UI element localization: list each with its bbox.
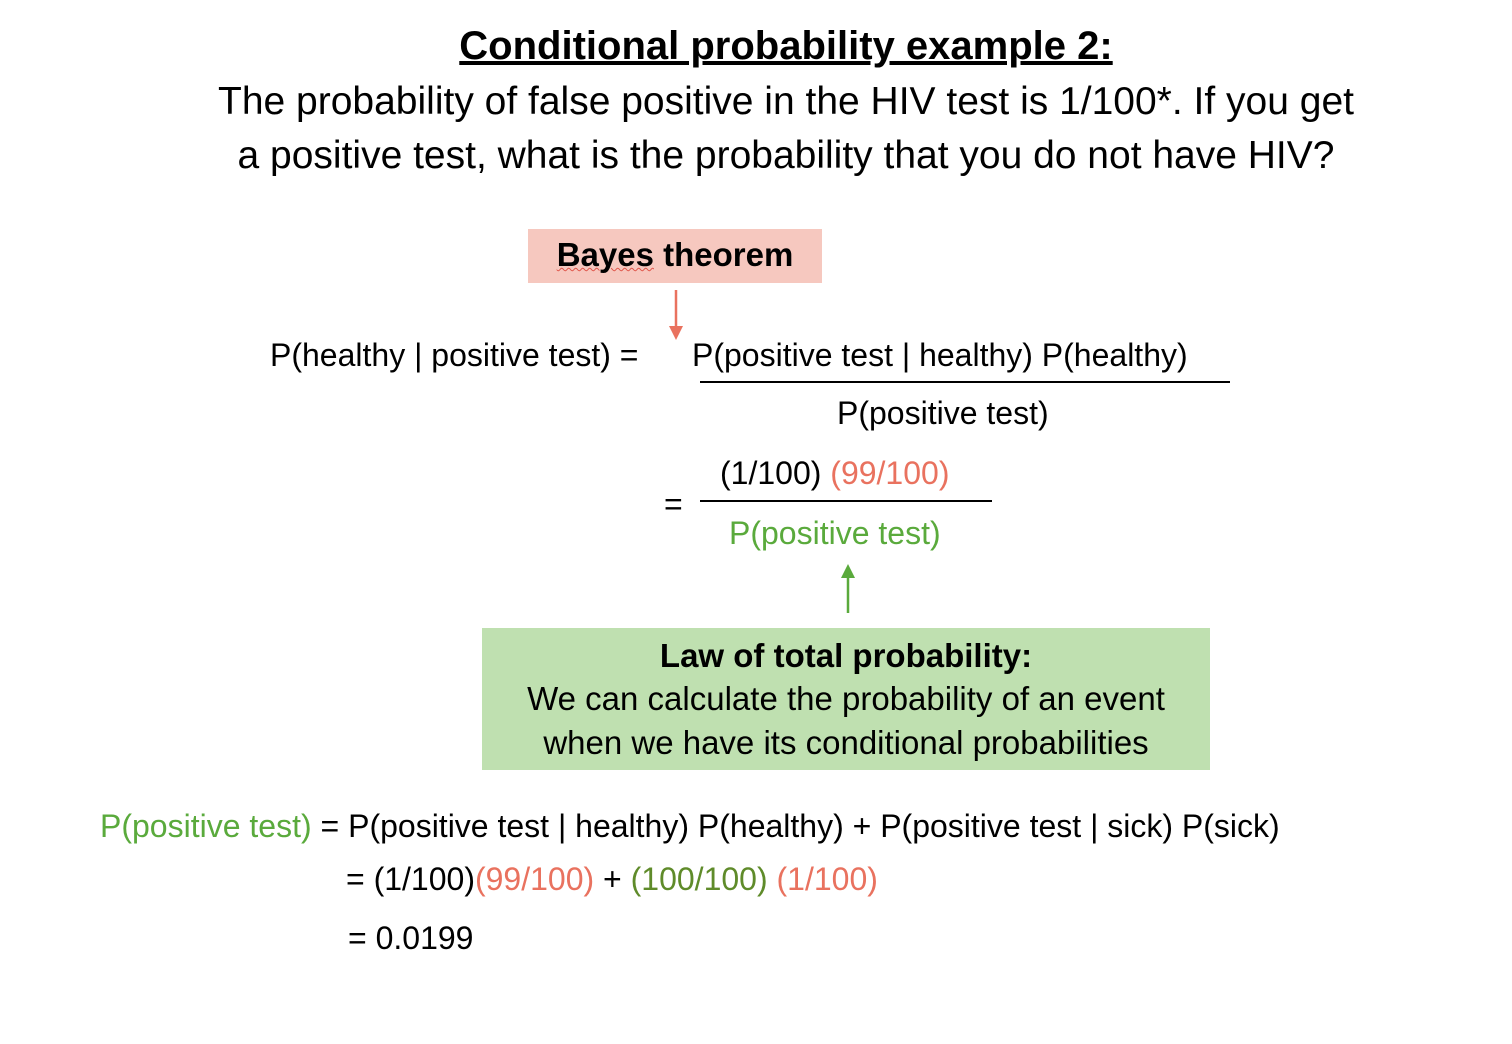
bayes-word: Bayes: [556, 236, 654, 273]
law-description-line-1: We can calculate the probability of an e…: [527, 680, 1165, 717]
law-arrow: [841, 564, 855, 613]
formula2-fraction-bar: [700, 500, 992, 502]
formula2-denominator: P(positive test): [729, 515, 941, 551]
question-line-1: The probability of false positive in the…: [218, 80, 1354, 123]
bayes-theorem-box: [528, 229, 822, 283]
slide-title: Conditional probability example 2:: [459, 24, 1113, 68]
bayes-formula-lhs: P(healthy | positive test) =: [270, 337, 639, 373]
total-term-plus: +: [594, 861, 631, 897]
formula2-num-false-positive: (1/100): [720, 455, 831, 491]
bayes-arrow: [669, 290, 683, 340]
formula2-equals: =: [664, 486, 683, 522]
total-probability-line-1: P(positive test) = P(positive test | hea…: [100, 808, 1280, 845]
total-term-a: = (1/100): [346, 861, 475, 897]
formula2-num-healthy-prob: (99/100): [830, 455, 950, 491]
formula2-numerator: (1/100) (99/100): [720, 455, 949, 492]
bayes-formula-numerator: P(positive test | healthy) P(healthy): [692, 337, 1188, 373]
total-probability-line-2: = (1/100)(99/100) + (100/100) (1/100): [346, 861, 878, 898]
total-rhs: = P(positive test | healthy) P(healthy) …: [311, 808, 1280, 844]
total-term-space: [768, 861, 777, 897]
theorem-word: theorem: [653, 236, 794, 273]
law-description-line-2: when we have its conditional probabiliti…: [543, 724, 1149, 761]
total-term-b: (99/100): [474, 861, 595, 897]
law-title: Law of total probability:: [659, 637, 1033, 674]
law-of-total-probability-box: [482, 628, 1210, 770]
total-term-f: (1/100): [776, 861, 878, 897]
question-line-2: a positive test, what is the probability…: [237, 134, 1335, 177]
total-probability-result: = 0.0199: [348, 920, 474, 956]
total-lhs: P(positive test): [100, 808, 312, 844]
bayes-formula-denominator: P(positive test): [837, 395, 1049, 431]
bayes-theorem-label: Bayes theorem: [528, 236, 822, 274]
bayes-fraction-bar: [700, 381, 1230, 383]
total-term-d: (100/100): [630, 861, 768, 897]
